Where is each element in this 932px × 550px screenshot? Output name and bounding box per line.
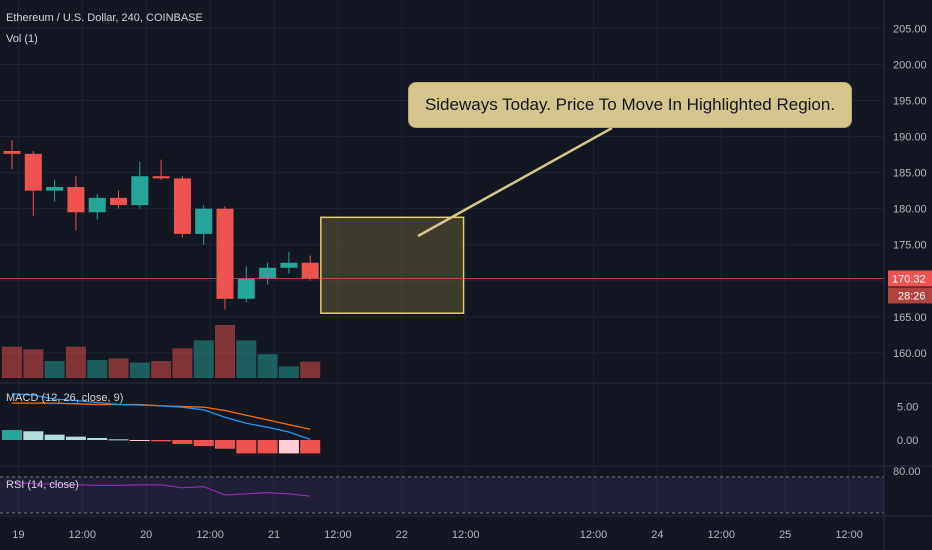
- x-tick-label: 20: [140, 529, 152, 541]
- macd-histogram-bar: [151, 440, 172, 442]
- volume-label: Vol (1): [6, 33, 38, 45]
- macd-histogram-bar: [193, 440, 214, 447]
- x-tick-label: 12:00: [324, 529, 352, 541]
- x-tick-label: 12:00: [580, 529, 608, 541]
- candle-body: [152, 176, 170, 179]
- macd-tick-label: 5.00: [897, 402, 918, 414]
- rsi-label: RSI (14, close): [6, 479, 79, 491]
- candle-body: [216, 208, 234, 299]
- candle-body: [280, 262, 298, 268]
- x-tick-label: 12:00: [708, 529, 736, 541]
- x-tick-label: 22: [396, 529, 408, 541]
- candle-body: [24, 153, 42, 191]
- candle-body: [131, 176, 149, 206]
- symbol-title: Ethereum / U.S. Dollar, 240, COINBASE: [6, 12, 203, 24]
- candle-body: [88, 197, 106, 213]
- countdown-badge: [888, 287, 932, 304]
- x-tick-label: 12:00: [69, 529, 97, 541]
- volume-bar: [300, 361, 321, 378]
- x-tick-label: 19: [12, 529, 24, 541]
- macd-histogram-bar: [23, 431, 44, 440]
- volume-bar: [87, 359, 108, 378]
- signal-line: [12, 402, 311, 430]
- countdown-value: 28:26: [898, 290, 926, 302]
- candle-body: [301, 262, 319, 279]
- volume-bar: [236, 340, 257, 378]
- x-tick-label: 25: [779, 529, 791, 541]
- volume-bars: [2, 325, 321, 378]
- macd-histogram-bar: [108, 439, 129, 441]
- volume-bar: [257, 354, 278, 378]
- macd-histogram-bar: [236, 440, 257, 454]
- volume-bar: [2, 346, 22, 378]
- macd-histogram-bar: [172, 440, 193, 445]
- macd-histogram-bar: [87, 437, 108, 440]
- macd-tick-label: 0.00: [897, 435, 918, 447]
- y-tick-label: 195.00: [893, 96, 927, 108]
- rsi-band: [0, 477, 884, 513]
- volume-bar: [215, 325, 235, 378]
- volume-bar: [23, 349, 44, 378]
- volume-bar: [278, 366, 299, 378]
- candle-body: [173, 178, 191, 234]
- candle-body: [46, 187, 64, 191]
- volume-bar: [65, 346, 86, 378]
- annotation-pointer: [417, 126, 613, 238]
- x-tick-label: 24: [651, 529, 663, 541]
- volume-bar: [108, 358, 129, 378]
- y-tick-label: 180.00: [893, 204, 927, 216]
- highlighted-region: [320, 216, 465, 314]
- volume-bar: [151, 361, 172, 378]
- candle-body: [3, 150, 21, 154]
- macd-label: MACD (12, 26, close, 9): [6, 392, 124, 404]
- price-badge-value: 170.32: [892, 273, 926, 285]
- macd-histogram-bar: [215, 440, 235, 449]
- macd-histogram-bar: [300, 440, 321, 454]
- volume-bar: [129, 362, 150, 378]
- candle-body: [259, 267, 277, 279]
- candle-body: [237, 278, 255, 299]
- macd-histogram-bar: [129, 440, 150, 441]
- grid: [0, 0, 884, 515]
- macd-line: [11, 393, 311, 440]
- rsi-pane: [0, 476, 884, 514]
- volume-bar: [44, 361, 65, 378]
- macd-histogram-bar: [257, 440, 278, 454]
- x-tick-label: 12:00: [452, 529, 480, 541]
- macd-pane: [2, 393, 321, 454]
- x-tick-label: 12:00: [196, 529, 224, 541]
- candlestick-series: [3, 140, 319, 310]
- y-tick-label: 165.00: [893, 312, 927, 324]
- volume-bar: [193, 340, 214, 378]
- macd-histogram-bar: [65, 436, 86, 440]
- y-tick-label: 190.00: [893, 132, 927, 144]
- y-tick-label: 205.00: [893, 23, 927, 35]
- candle-body: [67, 187, 85, 213]
- y-tick-label: 160.00: [893, 348, 927, 360]
- y-tick-label: 185.00: [893, 168, 927, 180]
- rsi-line: [11, 481, 311, 497]
- volume-bar: [172, 348, 193, 378]
- rsi-tick-label: 80.00: [893, 466, 921, 478]
- x-tick-label: 12:00: [835, 529, 863, 541]
- annotation-callout[interactable]: Sideways Today. Price To Move In Highlig…: [408, 82, 852, 128]
- macd-histogram-bar: [278, 440, 299, 454]
- macd-histogram-bar: [2, 429, 22, 440]
- x-tick-label: 21: [268, 529, 280, 541]
- y-tick-label: 175.00: [893, 240, 927, 252]
- macd-histogram-bar: [44, 434, 65, 440]
- candle-body: [195, 208, 213, 234]
- y-tick-label: 200.00: [893, 59, 927, 71]
- price-badge: [888, 270, 932, 287]
- candle-body: [110, 197, 127, 206]
